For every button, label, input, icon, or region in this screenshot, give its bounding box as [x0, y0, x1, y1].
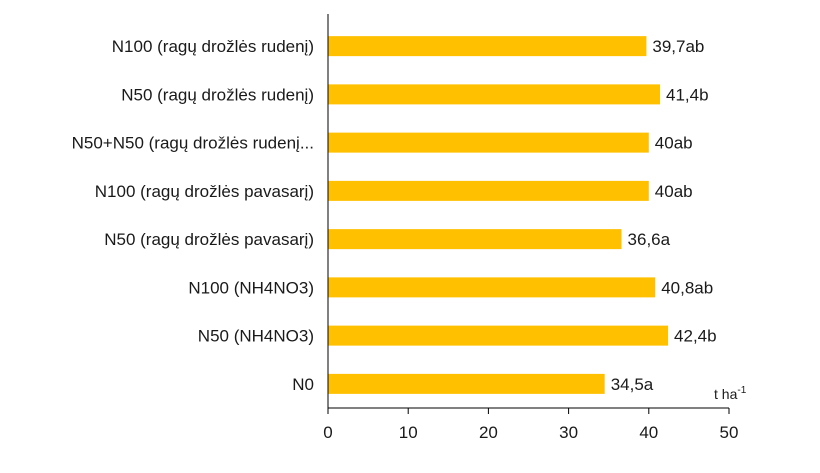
bar	[328, 36, 647, 57]
x-axis-tick-labels: 0 10 20 30 40 50	[323, 423, 738, 442]
x-tick-label: 50	[720, 423, 739, 442]
data-label: 39,7ab	[652, 37, 704, 56]
data-label: 41,4b	[666, 85, 709, 104]
data-label: 42,4b	[674, 327, 717, 346]
bar	[328, 325, 669, 346]
data-label: 40ab	[655, 134, 693, 153]
bars	[328, 36, 669, 394]
unit-label: t ha-1	[714, 385, 747, 402]
category-label: N100 (ragų drožlės rudenį)	[112, 37, 314, 56]
x-tick-label: 30	[559, 423, 578, 442]
category-label: N50 (ragų drožlės pavasarį)	[104, 230, 314, 249]
data-label: 40ab	[655, 182, 693, 201]
category-label: N100 (NH4NO3)	[188, 278, 314, 297]
unit-label-main: t ha	[714, 386, 738, 402]
bar	[328, 84, 661, 105]
category-label: N50+N50 (ragų drožlės rudenį...	[72, 134, 314, 153]
data-label: 40,8ab	[661, 278, 713, 297]
x-tick-label: 20	[479, 423, 498, 442]
bar	[328, 180, 649, 201]
category-label: N50 (NH4NO3)	[198, 327, 314, 346]
unit-label-superscript: -1	[737, 385, 746, 396]
category-labels: N100 (ragų drožlės rudenį) N50 (ragų drož…	[72, 37, 314, 394]
category-label: N50 (ragų drožlės rudenį)	[121, 85, 314, 104]
data-label: 36,6a	[628, 230, 671, 249]
data-labels: 39,7ab 41,4b 40ab 40ab 36,6a 40,8ab 42,4b 34,5a	[611, 37, 717, 394]
data-label: 34,5a	[611, 375, 654, 394]
bar	[328, 229, 622, 250]
category-label: N100 (ragų drožlės pavasarį)	[95, 182, 314, 201]
category-label: N0	[292, 375, 314, 394]
x-tick-label: 0	[323, 423, 332, 442]
x-tick-label: 10	[399, 423, 418, 442]
bar	[328, 132, 649, 153]
bar	[328, 277, 656, 298]
x-axis-ticks	[327, 408, 730, 414]
x-tick-label: 40	[639, 423, 658, 442]
bar	[328, 373, 605, 394]
